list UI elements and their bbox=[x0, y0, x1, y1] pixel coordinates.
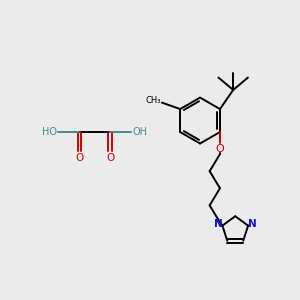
Text: HO: HO bbox=[42, 127, 57, 137]
Text: O: O bbox=[75, 153, 83, 163]
Text: O: O bbox=[216, 143, 224, 154]
Text: CH₃: CH₃ bbox=[145, 96, 161, 105]
Text: N: N bbox=[214, 219, 223, 230]
Text: OH: OH bbox=[133, 127, 148, 137]
Text: O: O bbox=[106, 153, 114, 163]
Text: N: N bbox=[248, 219, 256, 230]
